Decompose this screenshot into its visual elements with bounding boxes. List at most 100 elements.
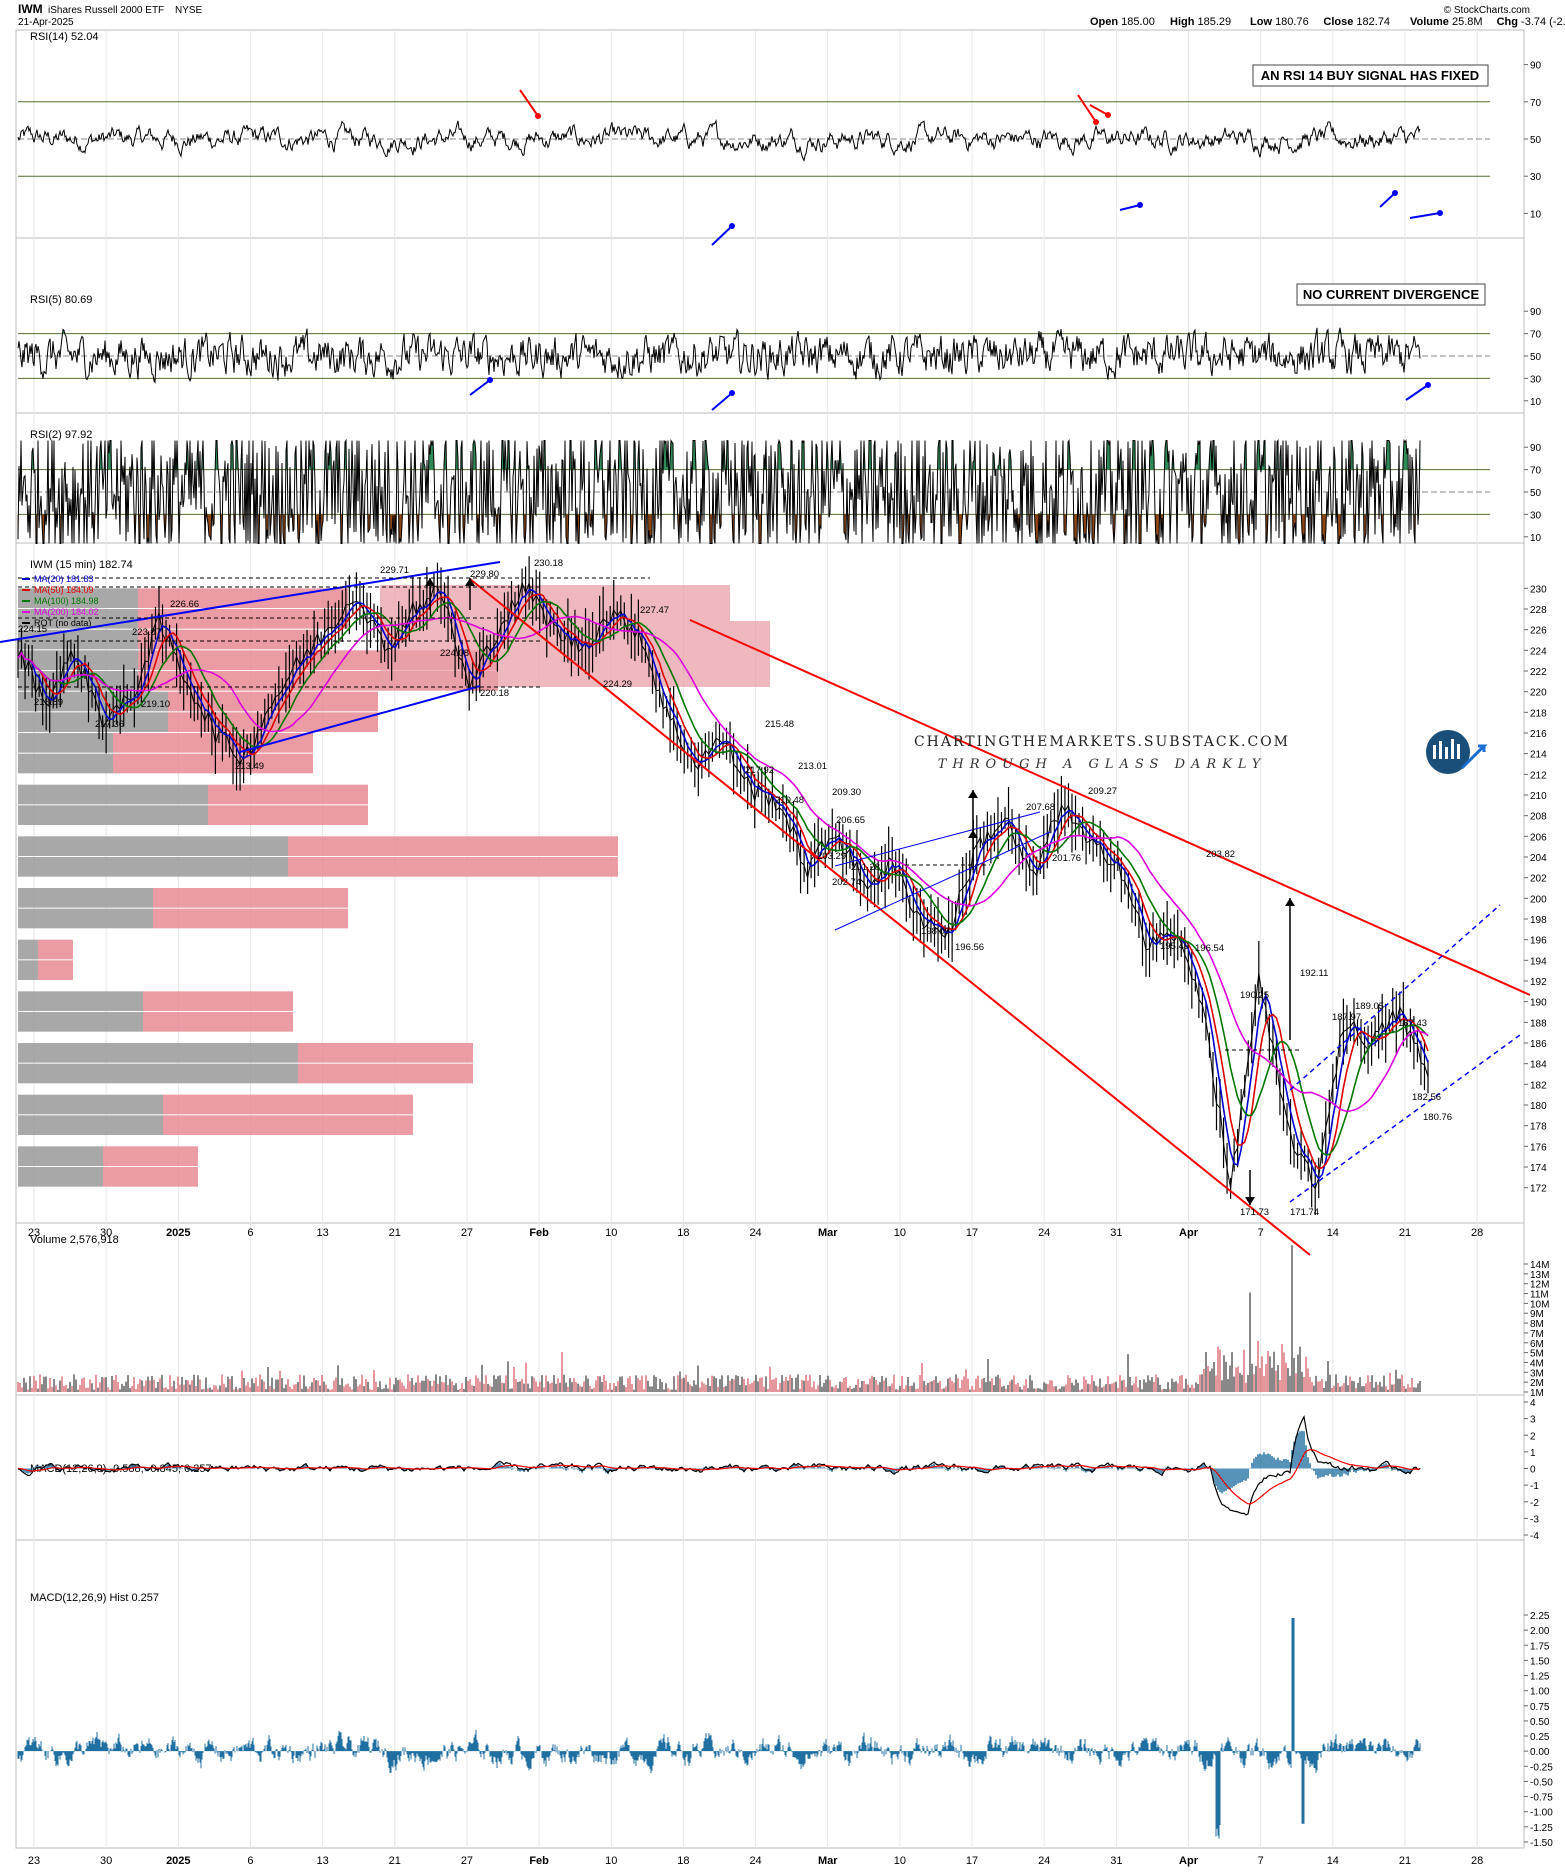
rsi2-tick-3: 70 <box>1530 466 1542 477</box>
price-point-label-16: 213.01 <box>798 761 827 772</box>
macd-hist-tick-13: 1.75 <box>1530 1641 1550 1652</box>
macd-signal-line <box>17 1449 1421 1505</box>
axis-ticks: 1030507090103050709010305070901721741761… <box>1524 61 1553 1849</box>
rsi-signal-arrow-head-9 <box>487 377 493 383</box>
x-axis-label-top-11: Mar <box>818 1227 838 1239</box>
price-point-label-29: 195.49 <box>1160 941 1189 952</box>
price-label: IWM (15 min) 182.74 <box>30 559 133 571</box>
price-line <box>17 580 1429 1190</box>
vbp-red-bar-21 <box>163 1094 413 1115</box>
macd-hist-tick-4: -0.50 <box>1530 1777 1553 1788</box>
x-axis-label-bottom-2: 2025 <box>166 1855 190 1867</box>
price-tick-13: 198 <box>1530 915 1547 926</box>
x-axis-label-top-20: 28 <box>1471 1227 1483 1239</box>
volume-panel <box>15 1222 1525 1396</box>
volume-tick-2: 3M <box>1530 1368 1544 1379</box>
macd-tick-5: 1 <box>1530 1448 1536 1459</box>
price-series <box>17 556 1429 1215</box>
ma50-line <box>17 593 1429 1170</box>
price-point-label-35: 187.43 <box>1398 1018 1427 1029</box>
macd-hist-tick-9: 0.75 <box>1530 1702 1550 1713</box>
vbp-gray-bar-15 <box>18 939 38 960</box>
price-point-label-8: 224.08 <box>440 648 469 659</box>
volume-label: Volume 2,576,918 <box>30 1234 119 1246</box>
legend-entry-3: MA(200) 184.02 <box>34 607 99 617</box>
x-axis-label-top-1: 30 <box>100 1227 112 1239</box>
x-axis-label-bottom-13: 17 <box>966 1855 978 1867</box>
rsi5-label: RSI(5) 80.69 <box>30 294 92 306</box>
price-point-label-24: 196.56 <box>955 942 984 953</box>
rsi5-tick-2: 50 <box>1530 352 1542 363</box>
macd-tick-4: 0 <box>1530 1465 1536 1476</box>
rsi2-label: RSI(2) 97.92 <box>30 429 92 441</box>
price-tick-9: 190 <box>1530 998 1547 1009</box>
vbp-red-bar-12 <box>288 857 618 877</box>
rsi14-panel <box>15 29 1525 239</box>
rsi2-line <box>17 438 1421 545</box>
x-axis-label-top-2: 2025 <box>166 1227 190 1239</box>
rsi14-annotation-box <box>1252 64 1489 87</box>
legend-entry-4: ROT (no data) <box>34 618 91 628</box>
rsi-signal-arrow-8 <box>711 392 733 411</box>
rsi-signal-arrow-head-3 <box>729 223 735 229</box>
price-tick-7: 186 <box>1530 1039 1547 1050</box>
rsi-signal-arrow-3 <box>711 225 733 246</box>
volume-tick-9: 10M <box>1530 1299 1549 1310</box>
chart-header: IWM iShares Russell 2000 ETF NYSE 21-Apr… <box>18 2 1565 28</box>
x-axis-label-top-10: 24 <box>749 1227 761 1239</box>
x-axis-label-top-12: 10 <box>894 1227 906 1239</box>
price-tick-19: 210 <box>1530 791 1547 802</box>
vbp-red-bar-7 <box>113 733 313 753</box>
vbp-red-bar-9 <box>208 784 368 805</box>
rsi-signal-arrow-head-5 <box>1137 202 1143 208</box>
price-point-label-32: 192.11 <box>1300 968 1328 979</box>
exchange: NYSE <box>175 5 203 16</box>
vbp-gray-bar-22 <box>18 1115 163 1135</box>
volume-tick-7: 8M <box>1530 1319 1544 1330</box>
macd-hist-tick-5: -0.25 <box>1530 1762 1553 1773</box>
x-axis-label-bottom-14: 24 <box>1038 1855 1050 1867</box>
volume-tick-6: 7M <box>1530 1329 1544 1340</box>
vbp-red-bar-11 <box>288 836 618 856</box>
price-tick-12: 196 <box>1530 936 1547 947</box>
source-credit: © StockCharts.com <box>1444 5 1530 16</box>
x-axis-label-bottom-3: 6 <box>247 1855 253 1867</box>
vbp-gray-bar-8 <box>18 753 113 774</box>
rsi-lines <box>17 89 1490 545</box>
rsi-signal-arrow-head-6 <box>1392 190 1398 196</box>
macd-tick-8: 4 <box>1530 1398 1536 1409</box>
x-axis-label-top-17: 7 <box>1258 1227 1264 1239</box>
volume-tick-1: 2M <box>1530 1378 1544 1389</box>
trendline-5 <box>1289 904 1501 1091</box>
price-tick-11: 194 <box>1530 956 1547 967</box>
price-point-label-17: 210.48 <box>775 795 804 806</box>
price-point-label-14: 217.92 <box>745 765 774 776</box>
macd-lines <box>17 1414 1421 1516</box>
price-point-label-37: 180.76 <box>1423 1112 1452 1123</box>
rsi2-tick-1: 30 <box>1530 510 1542 521</box>
price-tick-0: 172 <box>1530 1184 1547 1195</box>
volume-tick-11: 12M <box>1530 1280 1549 1291</box>
macd-tick-2: -2 <box>1530 1498 1539 1509</box>
vbp-gray-bar-18 <box>18 1012 143 1032</box>
macd-histogram <box>17 1618 1421 1839</box>
vertical-gridlines <box>33 30 1478 1848</box>
vbp-gray-bar-14 <box>18 908 153 929</box>
rsi5-annotation-box <box>1296 283 1486 306</box>
rsi14-annotation-text: AN RSI 14 BUY SIGNAL HAS FIXED <box>1261 68 1479 83</box>
volume-tick-13: 14M <box>1530 1260 1549 1271</box>
price-point-label-23: 198.09 <box>921 926 950 937</box>
price-point-label-12: 227.47 <box>640 605 669 616</box>
x-axis-label-bottom-10: 24 <box>749 1855 761 1867</box>
price-tick-3: 178 <box>1530 1122 1547 1133</box>
vbp-gray-bar-17 <box>18 991 143 1011</box>
x-axis-label-top-5: 21 <box>389 1227 401 1239</box>
vbp-red-bar-23 <box>103 1146 198 1166</box>
rsi14-annotation: AN RSI 14 BUY SIGNAL HAS FIXED <box>1252 64 1489 87</box>
x-axis-label-top-3: 6 <box>247 1227 253 1239</box>
x-axis-label-bottom-19: 21 <box>1399 1855 1411 1867</box>
rsi14-tick-4: 90 <box>1530 61 1542 72</box>
x-axis-label-bottom-9: 18 <box>677 1855 689 1867</box>
rsi-signal-arrow-7 <box>1405 384 1429 401</box>
